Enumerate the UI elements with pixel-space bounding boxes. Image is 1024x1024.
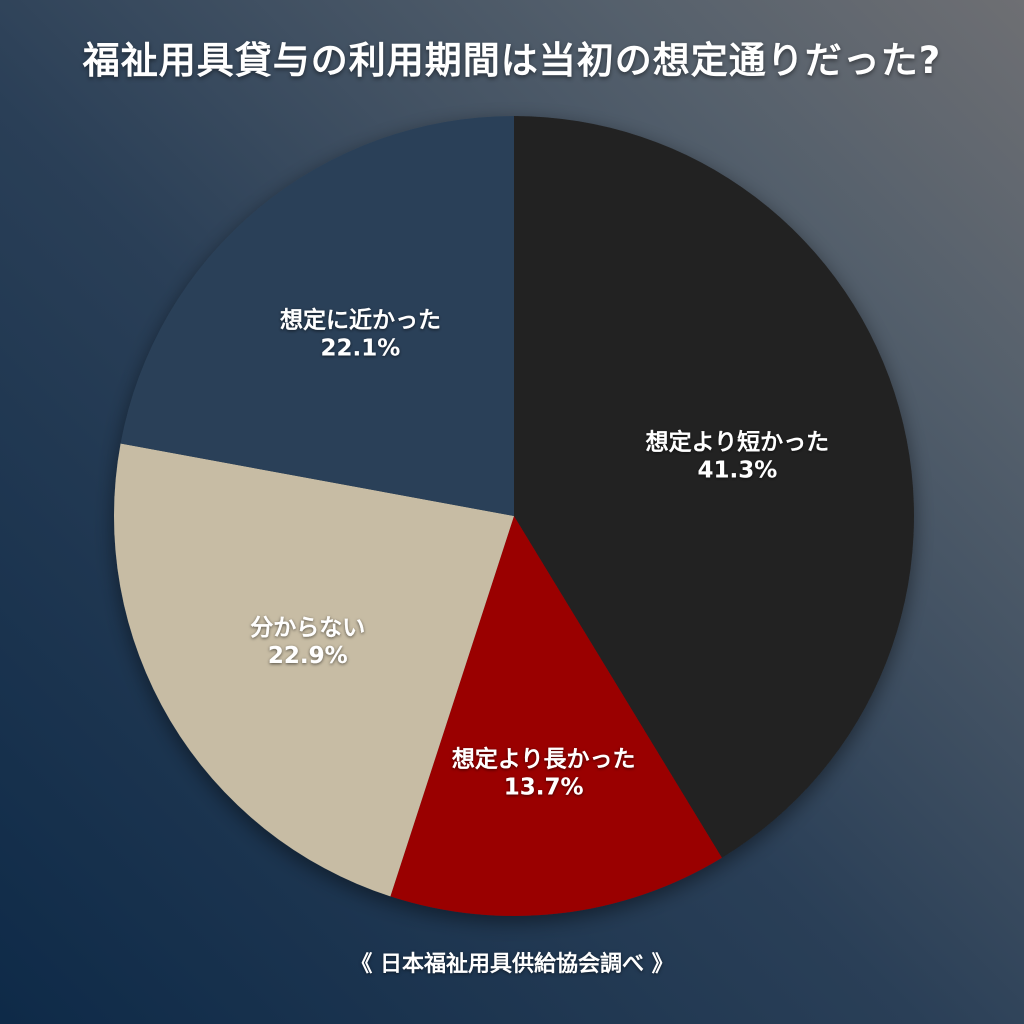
pie-slice-4	[120, 116, 514, 516]
slice-value-2: 13.7%	[504, 774, 584, 800]
slice-value-4: 22.1%	[321, 336, 401, 362]
chart-title: 福祉用具貸与の利用期間は当初の想定通りだった?	[82, 39, 942, 82]
slice-label-4: 想定に近かった	[280, 307, 441, 334]
slice-label-2: 想定より長かった	[452, 745, 636, 772]
chart-source: 《 日本福祉用具供給協会調べ 》	[350, 952, 674, 977]
pie-slice-3	[114, 443, 515, 897]
pie-slices	[114, 116, 914, 916]
slice-value-3: 22.9%	[268, 643, 348, 669]
pie-slice-1	[514, 116, 914, 858]
slice-label-3: 分からない	[250, 615, 365, 641]
pie-slice-2	[390, 516, 722, 916]
slice-value-1: 41.3%	[697, 457, 777, 483]
slice-label-1: 想定より短かった	[646, 428, 830, 455]
